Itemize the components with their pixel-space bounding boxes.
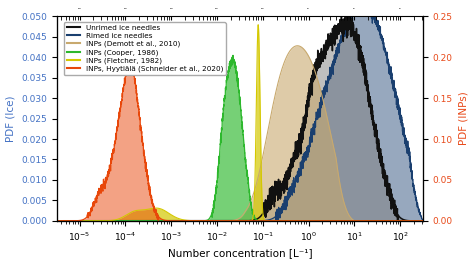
Legend: Unrimed ice needles, Rimed ice needles, INPs (Demott et al., 2010), INPs (Cooper: Unrimed ice needles, Rimed ice needles, …	[64, 22, 226, 75]
X-axis label: Number concentration [L⁻¹]: Number concentration [L⁻¹]	[168, 248, 312, 258]
Y-axis label: PDF (Ice): PDF (Ice)	[6, 95, 16, 142]
Y-axis label: PDF (INPs): PDF (INPs)	[458, 92, 468, 145]
